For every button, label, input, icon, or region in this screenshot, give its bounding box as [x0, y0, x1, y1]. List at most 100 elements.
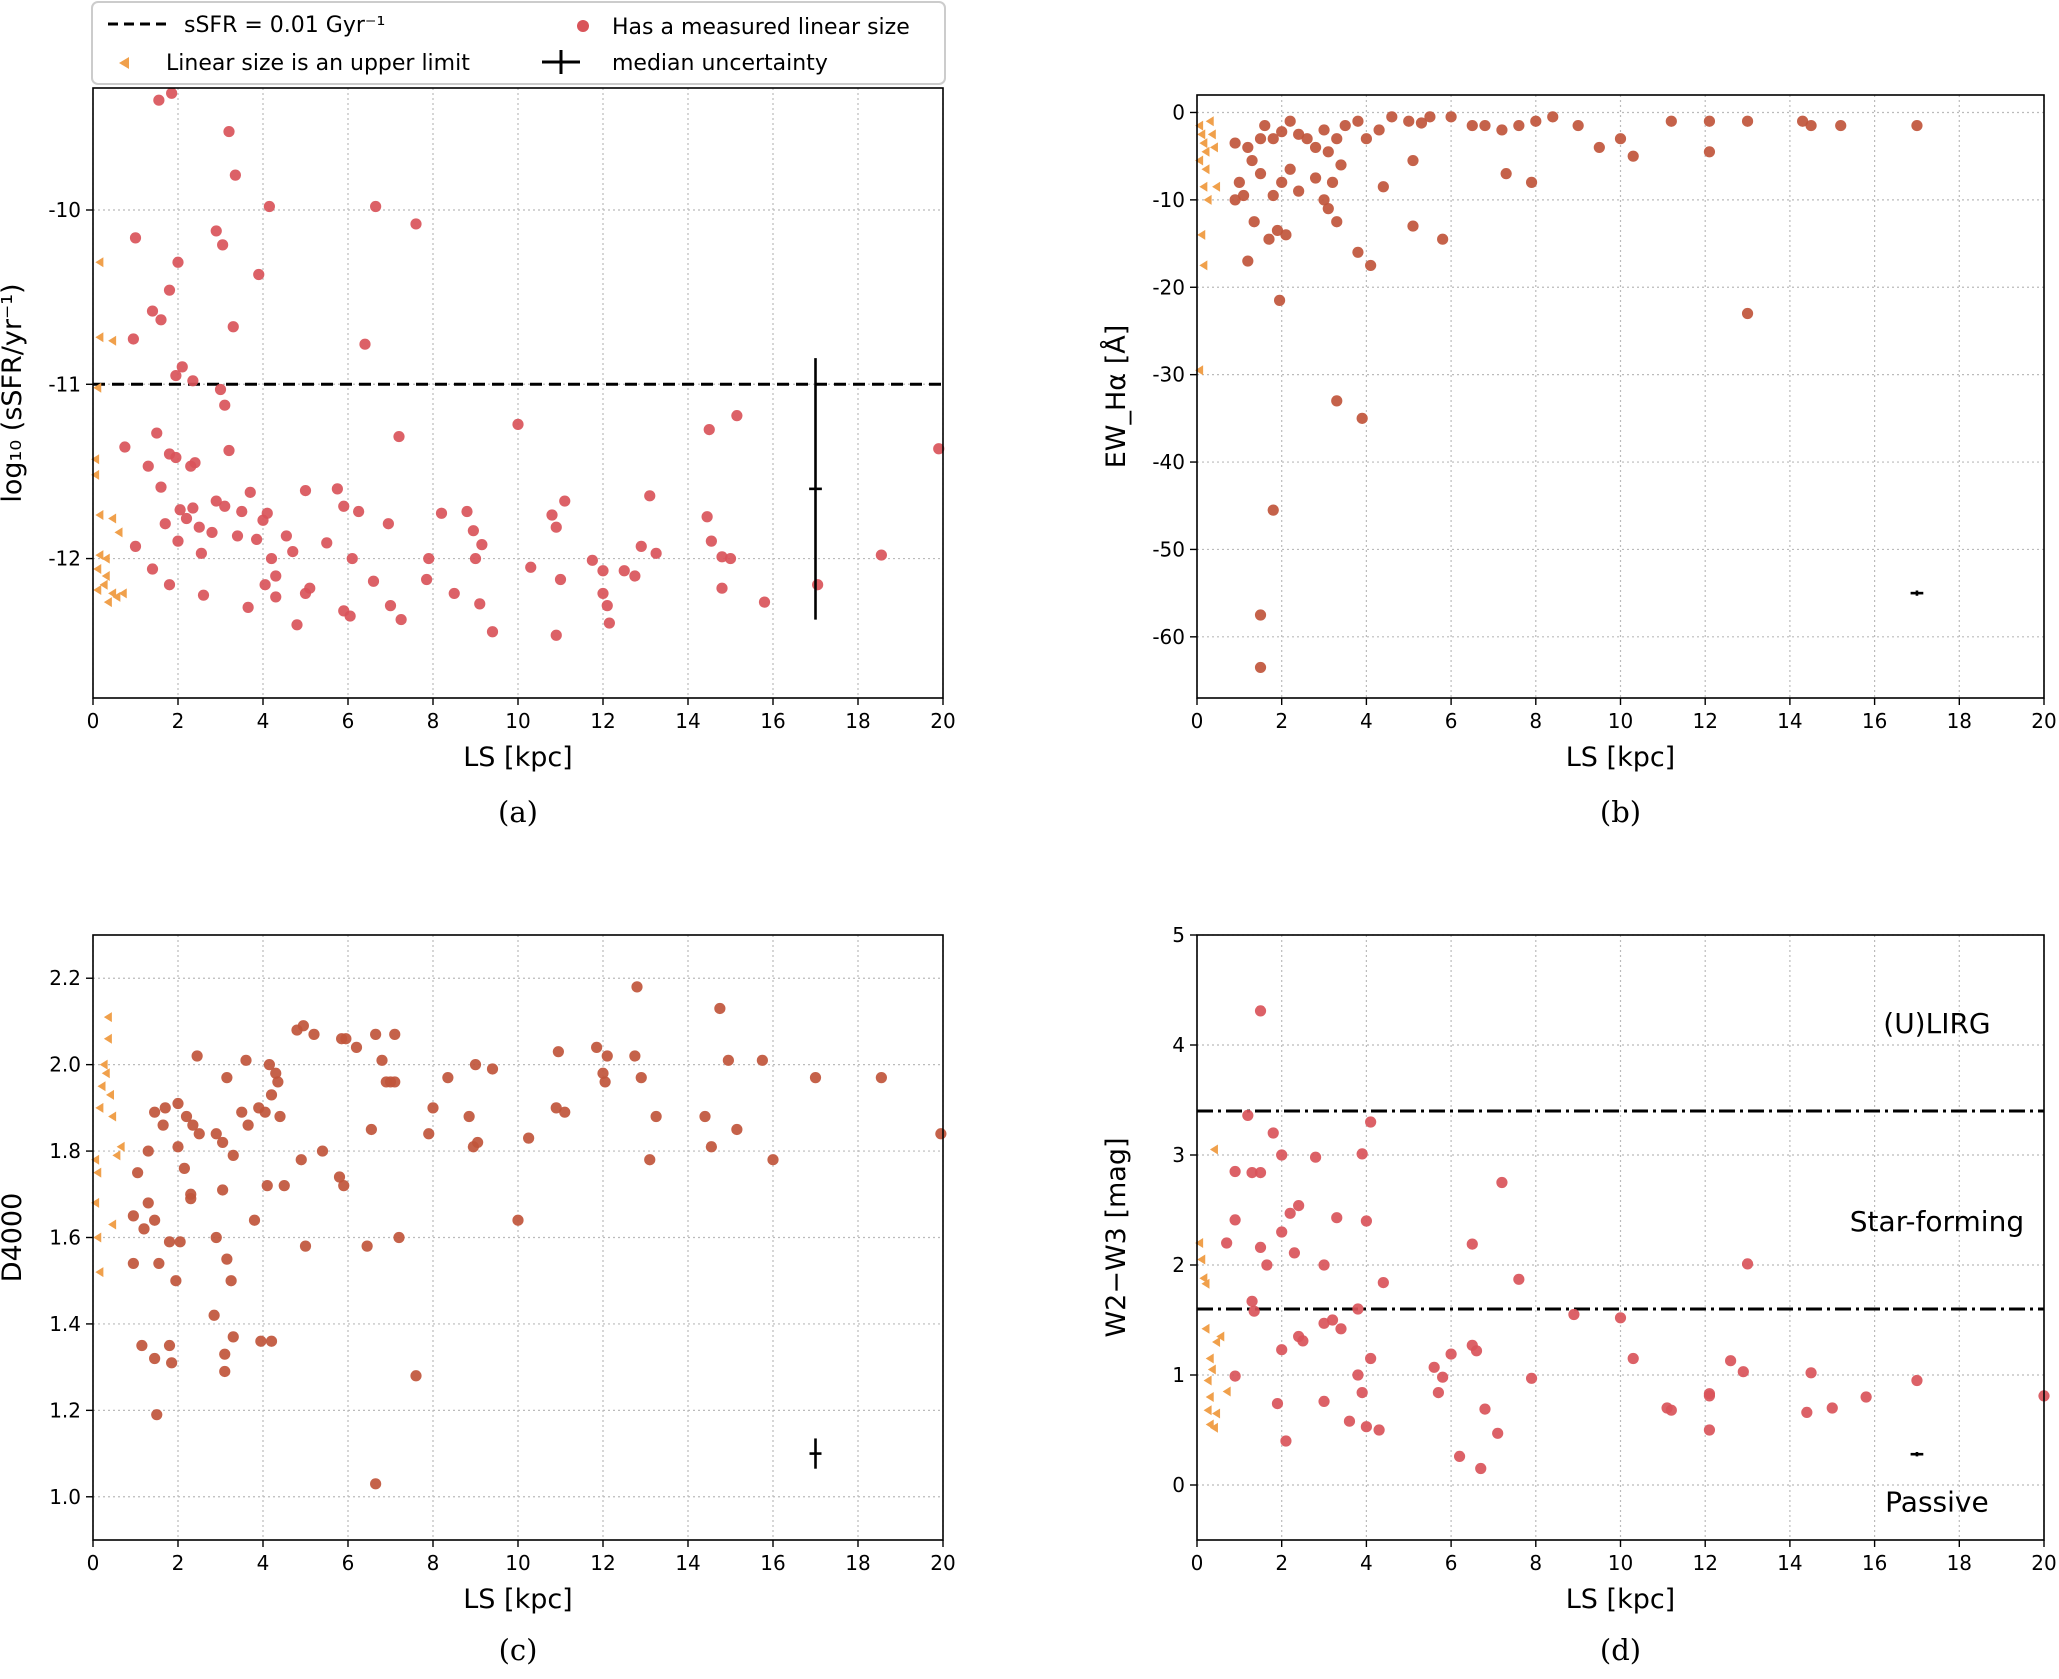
measured-point — [1293, 1200, 1305, 1212]
measured-point — [370, 1028, 382, 1040]
measured-point — [1263, 233, 1275, 245]
measured-point — [469, 1059, 482, 1071]
y-tick-label: 2 — [1172, 1253, 1185, 1277]
measured-point — [338, 1180, 350, 1192]
measured-point — [703, 424, 715, 436]
x-tick-label: 0 — [87, 1551, 100, 1575]
measured-point — [1500, 168, 1512, 180]
measured-point — [423, 552, 435, 565]
panel-c-points — [91, 981, 947, 1490]
panel-c-xlabel: LS [kpc] — [463, 1584, 572, 1615]
panel-b: 0 2 4 6 8 10 12 14 16 18 20 -60 -50 -40 -30 -20 -10 0 LS … — [1100, 94, 2057, 829]
x-tick-label: 4 — [257, 709, 270, 733]
measured-point — [174, 504, 186, 516]
measured-point — [217, 239, 229, 251]
measured-point — [1513, 119, 1525, 132]
legend-frame — [91, 1, 946, 85]
measured-point — [155, 481, 167, 493]
measured-point — [242, 601, 254, 613]
panel-d-points — [1195, 1005, 2050, 1475]
upper-limit-point — [95, 1102, 104, 1113]
measured-point — [1322, 203, 1334, 215]
upper-limit-point — [103, 1012, 112, 1023]
upper-limit-point — [99, 1059, 108, 1070]
x-tick-label: 16 — [760, 1551, 785, 1575]
panel-b-caption: (b) — [1600, 795, 1641, 829]
measured-point — [423, 1128, 435, 1140]
x-tick-label: 6 — [342, 709, 355, 733]
measured-point — [1356, 1148, 1368, 1160]
measured-point — [1318, 194, 1330, 206]
measured-point — [155, 314, 167, 326]
x-tick-label: 12 — [590, 709, 615, 733]
measured-point — [1229, 1214, 1241, 1226]
upper-limit-point — [1199, 181, 1208, 192]
measured-point — [1703, 1424, 1716, 1436]
measured-point — [1741, 307, 1754, 320]
measured-point — [1309, 141, 1322, 154]
measured-point — [699, 1110, 711, 1123]
measured-point — [1248, 1305, 1260, 1317]
measured-point — [523, 1132, 535, 1144]
measured-point — [191, 1050, 203, 1062]
measured-point — [875, 549, 887, 561]
measured-point — [189, 457, 201, 469]
x-tick-label: 4 — [1360, 709, 1373, 733]
legend-item-dashed-line: sSFR = 0.01 Gyr⁻¹ — [108, 13, 385, 38]
measured-point — [1466, 1238, 1478, 1250]
measured-point — [129, 232, 142, 244]
measured-point — [601, 600, 613, 612]
measured-point — [472, 1136, 484, 1149]
measured-point — [1309, 172, 1322, 184]
upper-limit-point — [95, 1267, 104, 1278]
measured-point — [1276, 126, 1288, 138]
y-tick-label: -40 — [1152, 450, 1185, 474]
measured-point — [1261, 1259, 1273, 1271]
measured-point — [159, 518, 171, 530]
measured-point — [552, 1046, 564, 1058]
measured-point — [236, 505, 248, 518]
y-tick-label: 1.2 — [49, 1398, 81, 1422]
upper-limit-point — [1212, 1337, 1221, 1347]
measured-point — [601, 1050, 613, 1062]
x-tick-label: 4 — [1360, 1551, 1373, 1575]
x-tick-label: 12 — [590, 1551, 615, 1575]
measured-point — [1352, 1303, 1364, 1315]
measured-point — [1453, 1450, 1466, 1462]
measured-point — [512, 1214, 524, 1226]
panel-b-errorbar — [1910, 590, 1924, 596]
measured-point — [146, 563, 159, 575]
measured-point — [701, 511, 713, 523]
measured-point — [163, 579, 176, 591]
measured-point — [223, 125, 235, 138]
upper-limit-point — [1195, 1238, 1204, 1248]
measured-point — [1365, 1352, 1377, 1365]
measured-point — [1254, 1005, 1267, 1017]
x-tick-label: 18 — [845, 1551, 870, 1575]
x-tick-label: 10 — [1608, 1551, 1633, 1575]
measured-point — [427, 1102, 439, 1114]
measured-point — [1229, 1165, 1241, 1178]
measured-point — [635, 540, 647, 552]
measured-point — [1665, 1404, 1677, 1416]
upper-limit-point — [1199, 138, 1208, 149]
measured-point — [1432, 1387, 1444, 1399]
upper-limit-point — [1205, 1353, 1214, 1364]
measured-point — [278, 1180, 290, 1192]
measured-point — [1737, 1366, 1749, 1378]
measured-point — [153, 1257, 165, 1270]
measured-point — [1284, 163, 1296, 175]
measured-point — [172, 256, 184, 268]
upper-limit-point — [99, 579, 108, 590]
upper-limit-point — [108, 1111, 117, 1122]
measured-point — [1293, 128, 1305, 140]
x-tick-label: 18 — [845, 709, 870, 733]
measured-point — [127, 333, 139, 345]
x-tick-label: 20 — [930, 1551, 955, 1575]
measured-point — [395, 613, 407, 626]
measured-point — [361, 1240, 373, 1252]
measured-point — [875, 1072, 887, 1084]
measured-point — [1407, 154, 1419, 167]
x-tick-label: 10 — [505, 709, 530, 733]
measured-point — [1530, 115, 1542, 127]
